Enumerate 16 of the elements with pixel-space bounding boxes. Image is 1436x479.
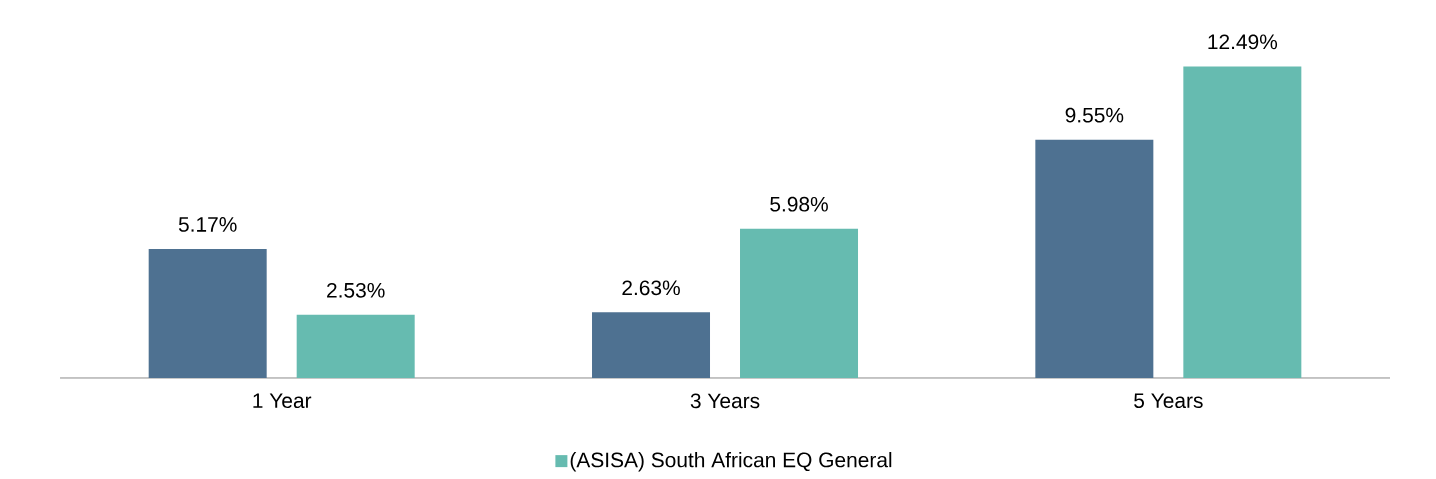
data-label: 2.53% (327, 282, 385, 298)
data-label: 12.49% (1208, 34, 1278, 50)
bar (740, 228, 859, 378)
x-tick-label: 5 Years (1134, 393, 1203, 409)
x-tick-label: 3 Years (690, 393, 760, 409)
bar (296, 314, 415, 378)
bar (148, 249, 267, 378)
data-label: 9.55% (1065, 107, 1124, 123)
data-label: 2.63% (622, 280, 680, 296)
x-tick-label: 1 Year (253, 393, 312, 409)
bar (592, 312, 711, 378)
data-label: 5.98% (770, 196, 828, 212)
data-label: 5.17% (178, 217, 237, 232)
legend-label: (ASISA) South African EQ General (570, 451, 892, 472)
bar (1183, 66, 1302, 378)
bar (1035, 139, 1154, 378)
